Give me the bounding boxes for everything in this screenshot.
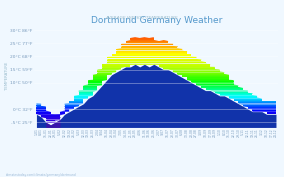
Y-axis label: TEMPERATURE: TEMPERATURE <box>5 62 9 90</box>
Text: AVERAGE WEEKLY TEMPERATURE: AVERAGE WEEKLY TEMPERATURE <box>106 16 178 20</box>
Title: Dortmund Germany Weather: Dortmund Germany Weather <box>91 16 222 25</box>
Text: climatestoday.com/climate/germany/dortmund: climatestoday.com/climate/germany/dortmu… <box>6 173 76 177</box>
